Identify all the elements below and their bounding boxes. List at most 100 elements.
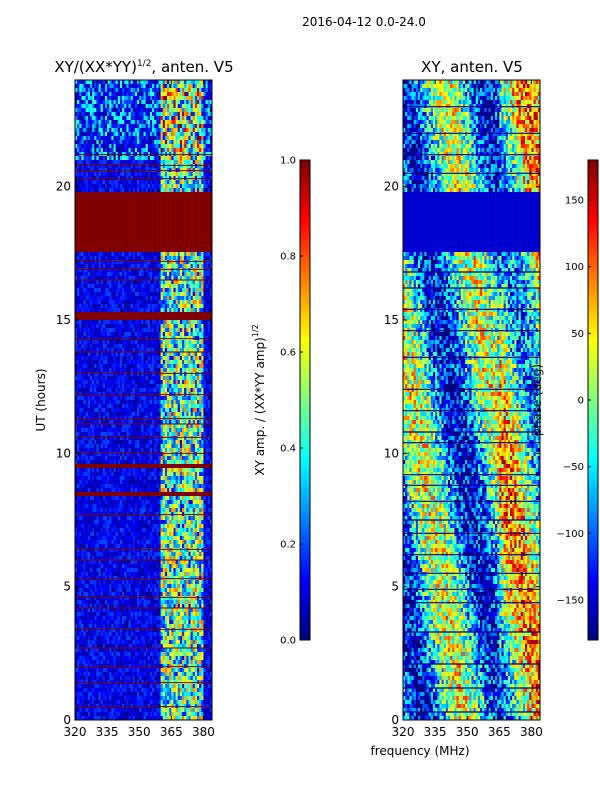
amplitude-cell xyxy=(132,388,136,393)
amplitude-cell xyxy=(85,108,89,113)
amplitude-cell xyxy=(158,356,161,361)
amplitude-cell xyxy=(113,372,116,377)
amplitude-cell xyxy=(192,260,196,265)
amplitude-cell xyxy=(199,340,202,345)
amplitude-cell xyxy=(160,232,164,237)
amplitude-cell xyxy=(115,180,119,185)
amplitude-cell xyxy=(79,284,82,289)
amplitude-cell xyxy=(182,148,185,153)
amplitude-cell xyxy=(111,244,114,249)
amplitude-cell xyxy=(102,372,106,377)
amplitude-cell xyxy=(160,340,164,345)
amplitude-cell xyxy=(139,288,142,293)
amplitude-cell xyxy=(156,204,159,209)
amplitude-cell xyxy=(109,312,112,317)
amplitude-cell xyxy=(205,112,209,117)
amplitude-cell xyxy=(162,384,166,389)
amplitude-cell xyxy=(171,200,174,205)
amplitude-cell xyxy=(87,152,91,157)
amplitude-cell xyxy=(132,184,136,189)
amplitude-cell xyxy=(126,116,129,121)
amplitude-cell xyxy=(149,276,153,281)
amplitude-cell xyxy=(132,144,136,149)
amplitude-cell xyxy=(83,292,86,297)
amplitude-cell xyxy=(167,100,170,105)
amplitude-cell xyxy=(149,180,153,185)
amplitude-cell xyxy=(107,148,110,153)
amplitude-cell xyxy=(152,296,155,301)
amplitude-cell xyxy=(156,184,159,189)
amplitude-cell xyxy=(184,144,187,149)
amplitude-cell xyxy=(158,268,161,273)
amplitude-cell xyxy=(167,208,170,213)
amplitude-cell xyxy=(79,136,82,141)
amplitude-cell xyxy=(154,380,157,385)
amplitude-cell xyxy=(143,264,146,269)
amplitude-cell xyxy=(177,256,181,261)
amplitude-cell xyxy=(156,376,159,381)
amplitude-cell xyxy=(113,140,116,145)
amplitude-cell xyxy=(137,260,140,265)
amplitude-cell xyxy=(162,92,166,97)
amplitude-cell xyxy=(184,324,187,329)
amplitude-cell xyxy=(194,164,198,169)
amplitude-cell xyxy=(205,168,209,173)
amplitude-cell xyxy=(160,312,164,317)
amplitude-cell xyxy=(209,260,212,265)
amplitude-cell xyxy=(117,336,121,341)
amplitude-cell xyxy=(79,356,82,361)
amplitude-cell xyxy=(98,164,101,169)
amplitude-cell xyxy=(149,148,153,153)
amplitude-cell xyxy=(104,248,108,253)
amplitude-cell xyxy=(137,384,140,389)
amplitude-cell xyxy=(173,316,176,321)
amplitude-cell xyxy=(149,108,153,113)
amplitude-cell xyxy=(207,296,211,301)
amplitude-cell xyxy=(107,212,110,217)
amplitude-cell xyxy=(184,160,187,165)
amplitude-cell xyxy=(209,176,212,181)
amplitude-cell xyxy=(134,272,138,277)
amplitude-cell xyxy=(117,292,121,297)
amplitude-cell xyxy=(175,80,179,85)
amplitude-cell xyxy=(83,96,86,101)
amplitude-cell xyxy=(92,108,95,113)
amplitude-cell xyxy=(104,244,108,249)
amplitude-cell xyxy=(209,332,212,337)
amplitude-cell xyxy=(141,196,144,201)
amplitude-cell xyxy=(115,312,119,317)
amplitude-cell xyxy=(107,108,110,113)
amplitude-cell xyxy=(203,100,206,105)
amplitude-cell xyxy=(96,256,99,261)
amplitude-cell xyxy=(96,388,99,393)
amplitude-cell xyxy=(156,348,159,353)
amplitude-cell xyxy=(122,212,125,217)
amplitude-cell xyxy=(128,140,131,145)
amplitude-cell xyxy=(128,372,131,377)
amplitude-cell xyxy=(137,180,140,185)
amplitude-cell xyxy=(134,300,138,305)
amplitude-cell xyxy=(126,384,129,389)
amplitude-cell xyxy=(207,124,211,129)
amplitude-cell xyxy=(175,204,179,209)
amplitude-cell xyxy=(111,192,114,197)
amplitude-cell xyxy=(85,324,89,329)
amplitude-cell xyxy=(177,380,181,385)
amplitude-cell xyxy=(122,84,125,89)
amplitude-cell xyxy=(199,164,202,169)
amplitude-cell xyxy=(79,336,82,341)
amplitude-cell xyxy=(77,116,80,121)
amplitude-cell xyxy=(104,116,108,121)
amplitude-cell xyxy=(143,252,146,257)
amplitude-cell xyxy=(145,304,149,309)
amplitude-cell xyxy=(158,228,161,233)
amplitude-cell xyxy=(122,200,125,205)
amplitude-cell xyxy=(190,332,194,337)
amplitude-cell xyxy=(203,200,206,205)
amplitude-cell xyxy=(194,268,198,273)
amplitude-cell xyxy=(141,324,144,329)
amplitude-cell xyxy=(92,124,95,129)
amplitude-cell xyxy=(197,352,200,357)
amplitude-cell xyxy=(92,176,95,181)
amplitude-cell xyxy=(156,360,159,365)
